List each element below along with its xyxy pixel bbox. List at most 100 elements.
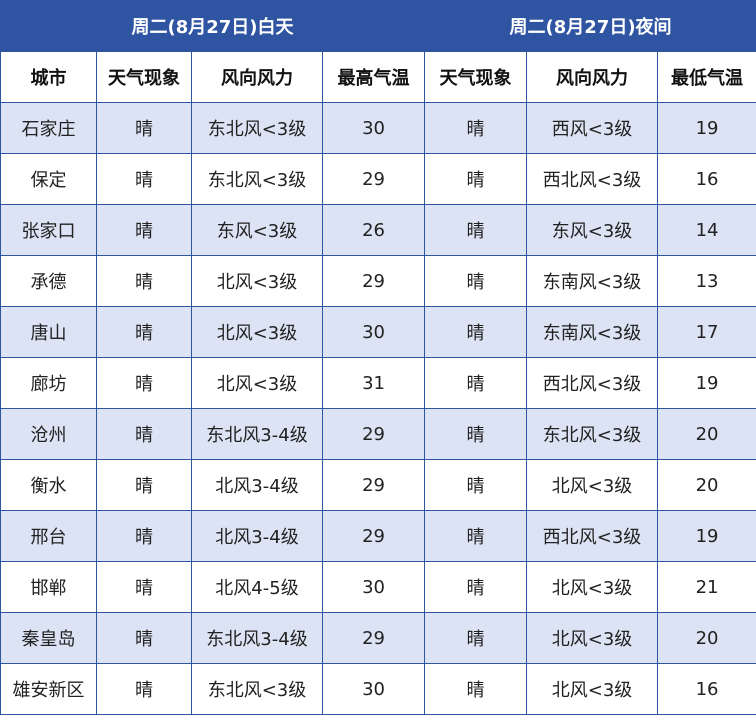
low-temp-cell: 20: [658, 460, 756, 511]
column-header-row: 城市 天气现象 风向风力 最高气温 天气现象 风向风力 最低气温: [1, 52, 756, 103]
city-cell: 承德: [1, 256, 97, 307]
day-weather-cell: 晴: [97, 154, 192, 205]
night-wind-cell: 西风<3级: [527, 103, 658, 154]
day-wind-cell: 北风<3级: [192, 358, 323, 409]
high-temp-cell: 30: [323, 103, 425, 154]
low-temp-cell: 17: [658, 307, 756, 358]
high-temp-cell: 29: [323, 154, 425, 205]
day-wind-cell: 东北风3-4级: [192, 613, 323, 664]
city-cell: 邯郸: [1, 562, 97, 613]
low-temp-cell: 14: [658, 205, 756, 256]
night-wind-cell: 东风<3级: [527, 205, 658, 256]
high-temp-cell: 30: [323, 562, 425, 613]
night-weather-cell: 晴: [425, 205, 527, 256]
night-wind-cell: 北风<3级: [527, 664, 658, 715]
day-wind-cell: 东北风<3级: [192, 103, 323, 154]
city-cell: 唐山: [1, 307, 97, 358]
night-weather-cell: 晴: [425, 103, 527, 154]
day-weather-cell: 晴: [97, 256, 192, 307]
low-temp-cell: 19: [658, 358, 756, 409]
low-temp-cell: 19: [658, 511, 756, 562]
header-low-temp: 最低气温: [658, 52, 756, 103]
city-cell: 衡水: [1, 460, 97, 511]
city-cell: 廊坊: [1, 358, 97, 409]
night-wind-cell: 西北风<3级: [527, 358, 658, 409]
day-weather-cell: 晴: [97, 664, 192, 715]
high-temp-cell: 29: [323, 460, 425, 511]
day-wind-cell: 东北风3-4级: [192, 409, 323, 460]
day-weather-cell: 晴: [97, 307, 192, 358]
high-temp-cell: 29: [323, 409, 425, 460]
high-temp-cell: 29: [323, 511, 425, 562]
low-temp-cell: 19: [658, 103, 756, 154]
day-weather-cell: 晴: [97, 358, 192, 409]
night-wind-cell: 东南风<3级: [527, 307, 658, 358]
high-temp-cell: 29: [323, 613, 425, 664]
low-temp-cell: 13: [658, 256, 756, 307]
night-wind-cell: 东南风<3级: [527, 256, 658, 307]
low-temp-cell: 21: [658, 562, 756, 613]
high-temp-cell: 31: [323, 358, 425, 409]
day-wind-cell: 北风3-4级: [192, 511, 323, 562]
header-high-temp: 最高气温: [323, 52, 425, 103]
night-weather-cell: 晴: [425, 562, 527, 613]
night-weather-cell: 晴: [425, 409, 527, 460]
night-wind-cell: 西北风<3级: [527, 154, 658, 205]
header-night-wind: 风向风力: [527, 52, 658, 103]
day-wind-cell: 东北风<3级: [192, 664, 323, 715]
night-wind-cell: 北风<3级: [527, 562, 658, 613]
header-day-wind: 风向风力: [192, 52, 323, 103]
city-cell: 秦皇岛: [1, 613, 97, 664]
high-temp-cell: 29: [323, 256, 425, 307]
day-wind-cell: 北风4-5级: [192, 562, 323, 613]
night-weather-cell: 晴: [425, 358, 527, 409]
city-cell: 石家庄: [1, 103, 97, 154]
day-weather-cell: 晴: [97, 511, 192, 562]
night-wind-cell: 北风<3级: [527, 460, 658, 511]
day-wind-cell: 北风<3级: [192, 307, 323, 358]
night-wind-cell: 西北风<3级: [527, 511, 658, 562]
night-weather-cell: 晴: [425, 154, 527, 205]
high-temp-cell: 30: [323, 664, 425, 715]
night-weather-cell: 晴: [425, 307, 527, 358]
city-cell: 沧州: [1, 409, 97, 460]
day-weather-cell: 晴: [97, 460, 192, 511]
header-city: 城市: [1, 52, 97, 103]
night-weather-cell: 晴: [425, 256, 527, 307]
day-wind-cell: 东北风<3级: [192, 154, 323, 205]
night-weather-cell: 晴: [425, 460, 527, 511]
low-temp-cell: 20: [658, 409, 756, 460]
day-title: 周二(8月27日)白天: [1, 1, 425, 52]
night-wind-cell: 东北风<3级: [527, 409, 658, 460]
day-wind-cell: 北风<3级: [192, 256, 323, 307]
low-temp-cell: 20: [658, 613, 756, 664]
city-cell: 张家口: [1, 205, 97, 256]
low-temp-cell: 16: [658, 154, 756, 205]
day-weather-cell: 晴: [97, 205, 192, 256]
night-weather-cell: 晴: [425, 511, 527, 562]
night-title: 周二(8月27日)夜间: [425, 1, 756, 52]
title-row: 周二(8月27日)白天 周二(8月27日)夜间: [1, 1, 756, 52]
header-day-weather: 天气现象: [97, 52, 192, 103]
city-cell: 保定: [1, 154, 97, 205]
high-temp-cell: 30: [323, 307, 425, 358]
day-wind-cell: 北风3-4级: [192, 460, 323, 511]
day-weather-cell: 晴: [97, 613, 192, 664]
city-cell: 雄安新区: [1, 664, 97, 715]
day-wind-cell: 东风<3级: [192, 205, 323, 256]
city-cell: 邢台: [1, 511, 97, 562]
low-temp-cell: 16: [658, 664, 756, 715]
